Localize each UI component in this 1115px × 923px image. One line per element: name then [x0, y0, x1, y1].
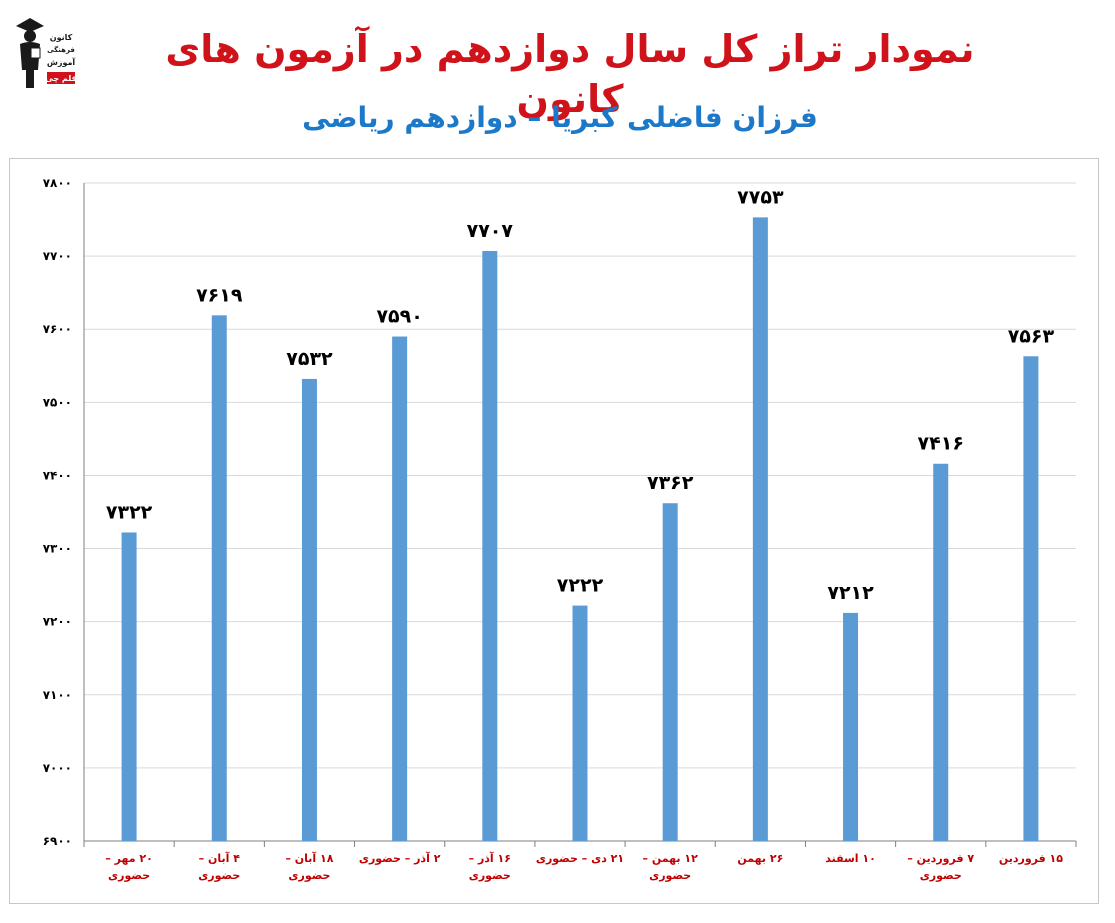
- bar: [1023, 356, 1039, 841]
- y-tick-label: ۷۸۰۰: [43, 176, 72, 190]
- x-tick-label: ۱۶ آذر – حضوری: [469, 851, 511, 882]
- bar: [572, 605, 588, 841]
- bar: [211, 315, 227, 841]
- x-tick-label: ۲۱ دی – حضوری: [536, 852, 624, 865]
- logo-line-1: کانون: [50, 33, 73, 42]
- logo-line-4: قلم چی: [45, 74, 76, 83]
- page-subtitle: فرزان فاضلی کبریا – دوازدهم ریاضی: [302, 101, 818, 134]
- y-tick-label: ۷۷۰۰: [43, 249, 72, 263]
- kanoon-logo: کانون فرهنگی آموزش قلم چی: [14, 10, 77, 92]
- page-title: نمودار تراز کل سال دوازدهم در آزمون های …: [165, 27, 975, 121]
- y-tick-label: ۷۰۰۰: [43, 761, 72, 775]
- data-label: ۷۲۱۲: [827, 582, 874, 604]
- data-label: ۷۵۳۲: [286, 348, 333, 370]
- y-tick-label: ۷۳۰۰: [43, 542, 72, 556]
- bar: [933, 463, 949, 841]
- data-label: ۷۵۶۳: [1008, 325, 1055, 347]
- y-tick-label: ۷۵۰۰: [43, 395, 72, 409]
- data-label: ۷۳۲۲: [106, 501, 153, 523]
- bar: [392, 336, 408, 841]
- x-tick-label: ۱۰ اسفند: [825, 852, 876, 865]
- y-tick-label: ۶۹۰۰: [43, 834, 72, 848]
- y-tick-label: ۷۴۰۰: [43, 468, 72, 482]
- y-tick-label: ۷۲۰۰: [43, 615, 72, 629]
- bar: [662, 503, 678, 841]
- x-tick-label: ۴ آبان – حضوری: [198, 851, 240, 882]
- chart-frame: ۶۹۰۰ ۷۰۰۰ ۷۱۰۰ ۷۲۰۰ ۷۳۰۰ ۷۴۰۰ ۷۵۰۰ ۷۶۰۰ ۷۷۰۰ ۷۸۰۰…: [9, 158, 1099, 904]
- data-label: ۷۳۶۲: [647, 472, 694, 494]
- data-label: ۷۲۲۲: [557, 575, 604, 597]
- x-tick-label: ۱۸ آبان – حضوری: [285, 851, 333, 882]
- bar: [301, 378, 317, 841]
- logo-line-2: فرهنگی: [47, 45, 75, 54]
- y-tick-label: ۷۶۰۰: [43, 322, 72, 336]
- data-label: ۷۷۵۳: [737, 186, 784, 208]
- data-label: ۷۶۱۹: [196, 284, 243, 306]
- x-tick-label: ۲۰ مهر – حضوری: [105, 852, 153, 882]
- bar: [843, 612, 859, 841]
- graduate-figure-icon: [16, 18, 44, 88]
- logo-red-band: [47, 72, 75, 84]
- x-tick-label: ۲ آذر – حضوری: [359, 851, 441, 865]
- x-tick-label: ۷ فروردین – حضوری: [907, 852, 974, 882]
- data-label: ۷۵۹۰: [376, 306, 422, 328]
- logo-line-3: آموزش: [47, 57, 76, 68]
- bar: [752, 217, 768, 842]
- bar-chart: ۶۹۰۰ ۷۰۰۰ ۷۱۰۰ ۷۲۰۰ ۷۳۰۰ ۷۴۰۰ ۷۵۰۰ ۷۶۰۰ ۷۷۰۰ ۷۸۰۰…: [43, 176, 1077, 882]
- x-tick-label: ۱۲ بهمن – حضوری: [643, 852, 699, 882]
- y-tick-label: ۷۱۰۰: [43, 688, 72, 702]
- data-label: ۷۴۱۶: [918, 433, 964, 455]
- bar: [121, 532, 137, 841]
- data-label: ۷۷۰۷: [467, 220, 514, 242]
- bar: [482, 250, 498, 841]
- x-tick-label: ۱۵ فروردین: [999, 852, 1063, 865]
- x-tick-label: ۲۶ بهمن: [737, 852, 783, 865]
